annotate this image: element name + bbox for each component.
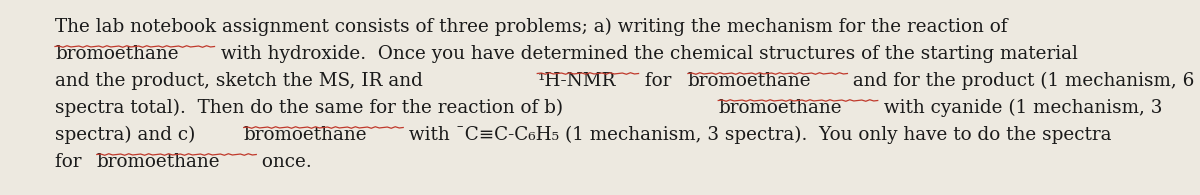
Text: for: for — [55, 153, 88, 171]
Text: bromoethane: bromoethane — [719, 99, 842, 117]
Text: once.: once. — [257, 153, 312, 171]
Text: and for the product (1 mechanism, 6: and for the product (1 mechanism, 6 — [847, 72, 1195, 90]
Text: bromoethane: bromoethane — [55, 45, 179, 63]
Text: with hydroxide.  Once you have determined the chemical structures of the startin: with hydroxide. Once you have determined… — [215, 45, 1078, 63]
Text: ¹H-NMR: ¹H-NMR — [538, 72, 616, 90]
Text: with ¯C≡C-C₆H₅ (1 mechanism, 3 spectra).  You only have to do the spectra: with ¯C≡C-C₆H₅ (1 mechanism, 3 spectra).… — [403, 126, 1111, 144]
Text: bromoethane: bromoethane — [97, 153, 221, 171]
Text: for: for — [638, 72, 677, 90]
Text: and the product, sketch the MS, IR and: and the product, sketch the MS, IR and — [55, 72, 428, 90]
Text: with cyanide (1 mechanism, 3: with cyanide (1 mechanism, 3 — [877, 99, 1162, 117]
Text: spectra) and c): spectra) and c) — [55, 126, 202, 144]
Text: The lab notebook assignment consists of three problems; a) writing the mechanism: The lab notebook assignment consists of … — [55, 18, 1008, 36]
Text: spectra total).  Then do the same for the reaction of b): spectra total). Then do the same for the… — [55, 99, 569, 117]
Text: bromoethane: bromoethane — [244, 126, 367, 144]
Text: bromoethane: bromoethane — [688, 72, 811, 90]
